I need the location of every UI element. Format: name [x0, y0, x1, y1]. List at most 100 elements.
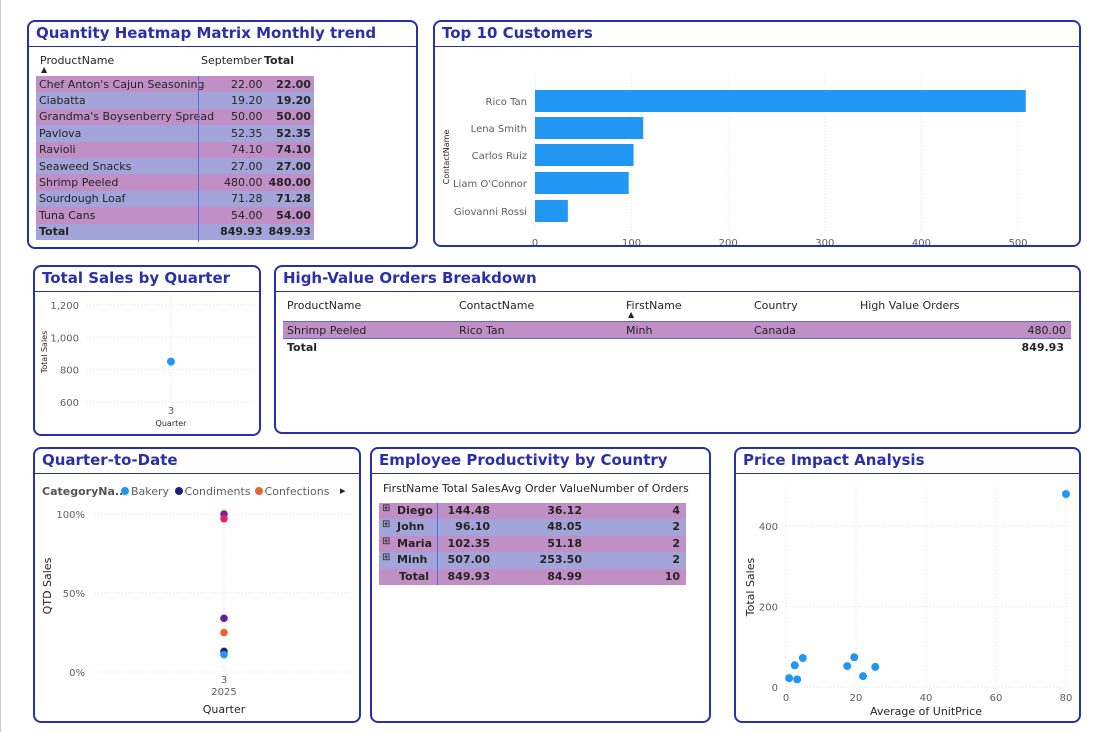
x-tick-label: 200: [719, 238, 738, 245]
table-row[interactable]: ⊞ John 96.10 48.05 2: [379, 519, 686, 536]
cell-product: Pavlova: [39, 126, 82, 140]
title-divider: [372, 473, 709, 474]
cell-num-orders: 2: [672, 536, 680, 550]
table-row[interactable]: Shrimp Peeled Rico Tan Minh Canada 480.0…: [283, 321, 1071, 339]
col-header-firstname[interactable]: FirstName: [626, 299, 682, 312]
cell-avg-order: 51.18: [547, 536, 582, 550]
total-row[interactable]: Total 849.93 84.99 10: [379, 568, 686, 585]
total-sales-quarter-card[interactable]: Total Sales by Quarter 1,200 1,000 800 600 3…: [33, 265, 261, 436]
cell-firstname: John: [397, 520, 425, 534]
col-header-month[interactable]: September: [201, 54, 262, 67]
data-point: [220, 514, 228, 523]
cell-month: 54.00: [231, 208, 263, 222]
data-point: [843, 662, 852, 671]
price-impact-chart: 0 20 40 60 80 400 200 0 Average of UnitPrice Tota…: [744, 486, 1073, 718]
expand-icon[interactable]: ⊞: [382, 535, 391, 547]
top-customers-title: Top 10 Customers: [442, 24, 593, 42]
cell-value: 480.00: [1027, 324, 1067, 337]
y-tick-label: 800: [60, 366, 79, 377]
total-sales-quarter-chart: 1,200 1,000 800 600 3 Quarter Total Sales: [40, 297, 255, 428]
title-divider: [276, 291, 1079, 292]
heatmap-title: Quantity Heatmap Matrix Monthly trend: [36, 24, 377, 42]
table-row[interactable]: Ciabatta 19.20 19.20: [36, 92, 314, 109]
y-tick-label: Giovanni Rossi: [454, 207, 527, 218]
y-tick-label: 0%: [69, 668, 85, 679]
data-point: [1062, 490, 1070, 498]
col-header-product[interactable]: ProductName: [40, 54, 115, 67]
table-row[interactable]: Chef Anton's Cajun Seasoning 22.00 22.00: [36, 76, 314, 93]
table-row[interactable]: ⊞ Maria 102.35 51.18 2: [379, 535, 686, 553]
table-row[interactable]: Pavlova 52.35 52.35: [36, 125, 314, 142]
col-header-contactname[interactable]: ContactName: [459, 299, 535, 312]
data-point: [798, 654, 807, 663]
x-tick-label: 100: [622, 238, 641, 245]
legend-next-icon[interactable]: ▸: [340, 484, 346, 497]
cell-avg-order: 36.12: [547, 504, 582, 517]
data-point: [220, 614, 228, 623]
x-tick-label: 300: [815, 238, 834, 245]
sort-asc-icon[interactable]: ▲: [41, 65, 48, 74]
employee-card[interactable]: Employee Productivity by Country FirstNa…: [370, 447, 711, 723]
x-tick-label: 80: [1060, 693, 1073, 704]
top-customers-card[interactable]: Top 10 Customers 0 100 200 300 400 500 Rico Ta…: [433, 20, 1081, 247]
table-row[interactable]: Grandma's Boysenberry Spread 50.00 50.00: [36, 108, 314, 126]
table-row[interactable]: Seaweed Snacks 27.00 27.00: [36, 157, 314, 175]
x-tick-label: 500: [1008, 238, 1027, 245]
legend-item[interactable]: Bakery: [121, 485, 169, 498]
table-row[interactable]: Sourdough Loaf 71.28 71.28: [36, 190, 314, 208]
legend-swatch: [254, 487, 263, 495]
cell-avg-order: 84.99: [547, 569, 582, 583]
cell-product: Ravioli: [39, 143, 76, 157]
table-row[interactable]: ⊞ Diego 144.48 36.12 4: [379, 503, 686, 520]
cell-month: 50.00: [231, 110, 263, 124]
col-header-num-orders[interactable]: Number of Orders: [590, 482, 689, 495]
col-header-high-value[interactable]: High Value Orders: [860, 299, 960, 312]
legend-label: Bakery: [131, 485, 170, 498]
col-header-avg-order[interactable]: Avg Order Value: [501, 482, 590, 495]
high-value-title: High-Value Orders Breakdown: [283, 269, 537, 287]
matrix-column-divider: [437, 503, 438, 585]
y-axis-title: QTD Sales: [41, 557, 54, 614]
bar: [535, 172, 629, 194]
legend-item[interactable]: Confections: [254, 485, 329, 498]
cell-num-orders: 2: [672, 553, 680, 567]
col-header-total-sales[interactable]: Total Sales: [442, 482, 501, 495]
col-header-productname[interactable]: ProductName: [287, 299, 362, 312]
x-tick-label: 400: [912, 238, 931, 245]
table-row[interactable]: Tuna Cans 54.00 54.00: [36, 207, 314, 224]
x-tick-label: 3: [168, 406, 174, 417]
cell-total-sales: 96.10: [455, 520, 490, 534]
table-row[interactable]: ⊞ Minh 507.00 253.50 2: [379, 552, 686, 569]
table-row[interactable]: Ravioli 74.10 74.10: [36, 141, 314, 158]
data-point: [785, 674, 794, 683]
price-impact-card[interactable]: Price Impact Analysis 0 20 40 60 80 400 200 0 Av…: [734, 447, 1081, 723]
price-impact-title: Price Impact Analysis: [743, 451, 925, 469]
cell-product: Shrimp Peeled: [287, 324, 367, 337]
x-axis-title: Quarter: [203, 703, 246, 716]
cell-month: 52.35: [231, 126, 263, 140]
cell-total: 52.35: [276, 126, 311, 140]
col-header-firstname[interactable]: FirstName: [383, 482, 439, 495]
cell-total: 54.00: [276, 208, 311, 222]
sort-asc-icon[interactable]: ▲: [628, 310, 635, 319]
title-divider: [736, 473, 1079, 474]
heatmap-card[interactable]: Quantity Heatmap Matrix Monthly trend Pr…: [27, 20, 418, 249]
legend-swatch: [174, 487, 183, 495]
cell-product: Ciabatta: [39, 94, 86, 108]
table-row[interactable]: Shrimp Peeled 480.00 480.00: [36, 174, 314, 191]
total-label: Total: [287, 341, 318, 354]
high-value-card[interactable]: High-Value Orders Breakdown ProductName …: [274, 265, 1081, 434]
expand-icon[interactable]: ⊞: [382, 519, 391, 531]
bar: [535, 90, 1026, 112]
col-header-country[interactable]: Country: [754, 299, 798, 312]
expand-icon[interactable]: ⊞: [382, 503, 391, 514]
total-row[interactable]: Total 849.93 849.93: [36, 223, 314, 240]
legend-title: CategoryNa...: [42, 485, 128, 498]
col-header-total[interactable]: Total: [264, 54, 295, 67]
legend-item[interactable]: Condiments: [174, 485, 251, 498]
cell-total: 50.00: [276, 110, 311, 124]
data-point: [790, 661, 799, 670]
qtd-card[interactable]: Quarter-to-Date CategoryNa... Bakery Cond…: [33, 447, 361, 723]
expand-icon[interactable]: ⊞: [382, 552, 391, 564]
